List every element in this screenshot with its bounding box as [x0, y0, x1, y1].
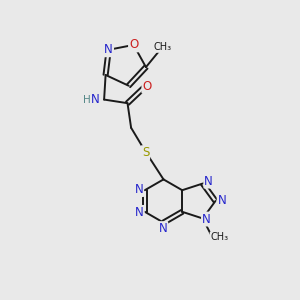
- Text: N: N: [104, 43, 113, 56]
- Text: N: N: [134, 183, 143, 196]
- Text: N: N: [202, 213, 211, 226]
- Text: CH₃: CH₃: [154, 42, 172, 52]
- Text: O: O: [142, 80, 152, 93]
- Text: N: N: [204, 175, 213, 188]
- Text: N: N: [91, 93, 100, 106]
- Text: N: N: [158, 222, 167, 235]
- Text: N: N: [135, 206, 144, 219]
- Text: H: H: [83, 95, 91, 105]
- Text: N: N: [218, 194, 226, 208]
- Text: S: S: [142, 146, 149, 159]
- Text: O: O: [129, 38, 138, 51]
- Text: CH₃: CH₃: [211, 232, 229, 242]
